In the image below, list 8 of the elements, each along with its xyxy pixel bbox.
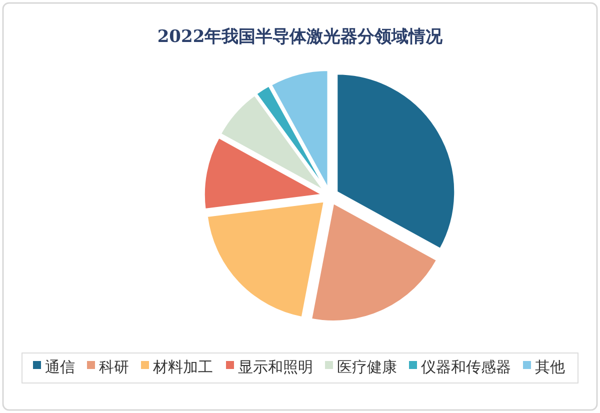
legend-label: 科研 (99, 358, 129, 376)
legend-label: 医疗健康 (337, 358, 397, 376)
chart-title: 2022年我国半导体激光器分领域情况 (157, 27, 444, 47)
legend-label: 通信 (45, 358, 75, 376)
legend-label: 其他 (535, 358, 565, 376)
legend-label: 显示和照明 (238, 358, 313, 376)
legend-label: 材料加工 (152, 358, 213, 376)
legend-label: 仪器和传感器 (421, 358, 511, 376)
